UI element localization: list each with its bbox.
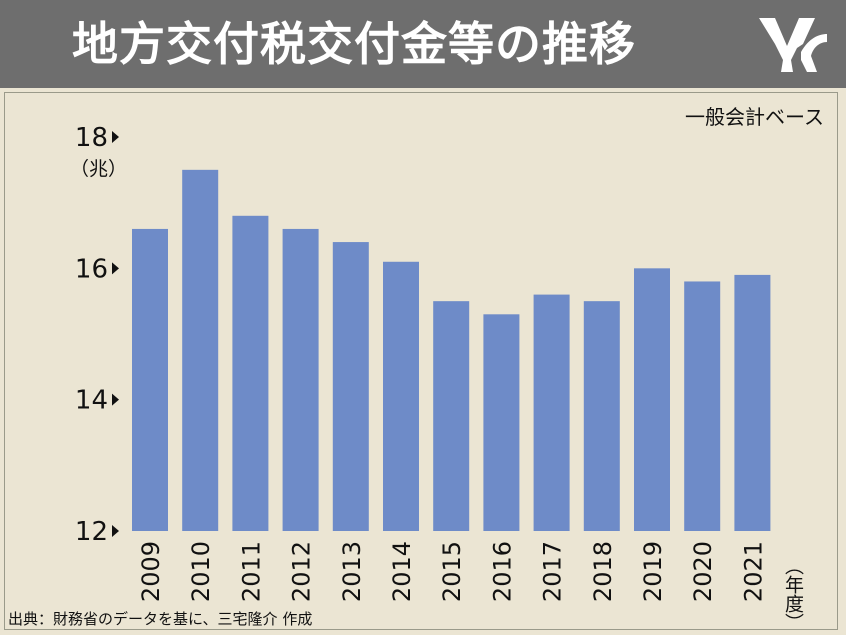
bar <box>483 314 520 531</box>
x-tick-label: 2011 <box>237 541 265 602</box>
x-tick-label: 2018 <box>589 541 617 602</box>
bar <box>383 261 419 531</box>
y-unit-label: （兆） <box>70 158 128 180</box>
y-tick-label: 16 <box>75 254 108 284</box>
bar <box>684 281 721 531</box>
y-tick-marker <box>112 393 119 406</box>
x-tick-label: 2012 <box>288 541 316 602</box>
y-tick-marker <box>112 262 119 275</box>
source-note: 出典：財務省のデータを基に、三宅隆介 作成 <box>8 610 313 628</box>
y-tick-label: 12 <box>75 517 108 547</box>
bar <box>734 274 771 531</box>
x-tick-label: 2015 <box>438 541 466 602</box>
x-tick-label: 2017 <box>539 541 567 602</box>
x-tick-label: 2014 <box>388 541 416 602</box>
x-tick-label: 2020 <box>689 541 717 602</box>
y-tick-marker <box>112 131 119 143</box>
x-tick-label: 2010 <box>187 541 215 602</box>
bar <box>232 215 269 532</box>
x-tick-label: 2019 <box>639 541 667 602</box>
bar <box>282 228 319 531</box>
bar <box>332 242 369 532</box>
bar <box>433 301 470 531</box>
bar <box>182 169 219 532</box>
y-tick-label: 18 <box>75 123 108 153</box>
x-tick-label: 2021 <box>739 541 767 602</box>
header-bar <box>0 0 846 88</box>
x-tick-label: 2013 <box>338 541 366 602</box>
y-tick-label: 14 <box>75 386 108 416</box>
x-tick-label: 2016 <box>488 541 516 602</box>
bar <box>132 228 168 531</box>
page-title: 地方交付税交付金等の推移 <box>72 17 636 71</box>
bar <box>533 294 570 531</box>
y-tick-marker <box>112 525 119 537</box>
x-tick-label: 2009 <box>137 541 165 602</box>
mk-logo-icon <box>759 18 827 72</box>
bar <box>583 301 620 531</box>
basis-label: 一般会計ベース <box>685 105 824 129</box>
chart-frame <box>4 92 838 630</box>
bar <box>634 268 670 531</box>
x-unit-label: （年度） <box>782 556 804 632</box>
